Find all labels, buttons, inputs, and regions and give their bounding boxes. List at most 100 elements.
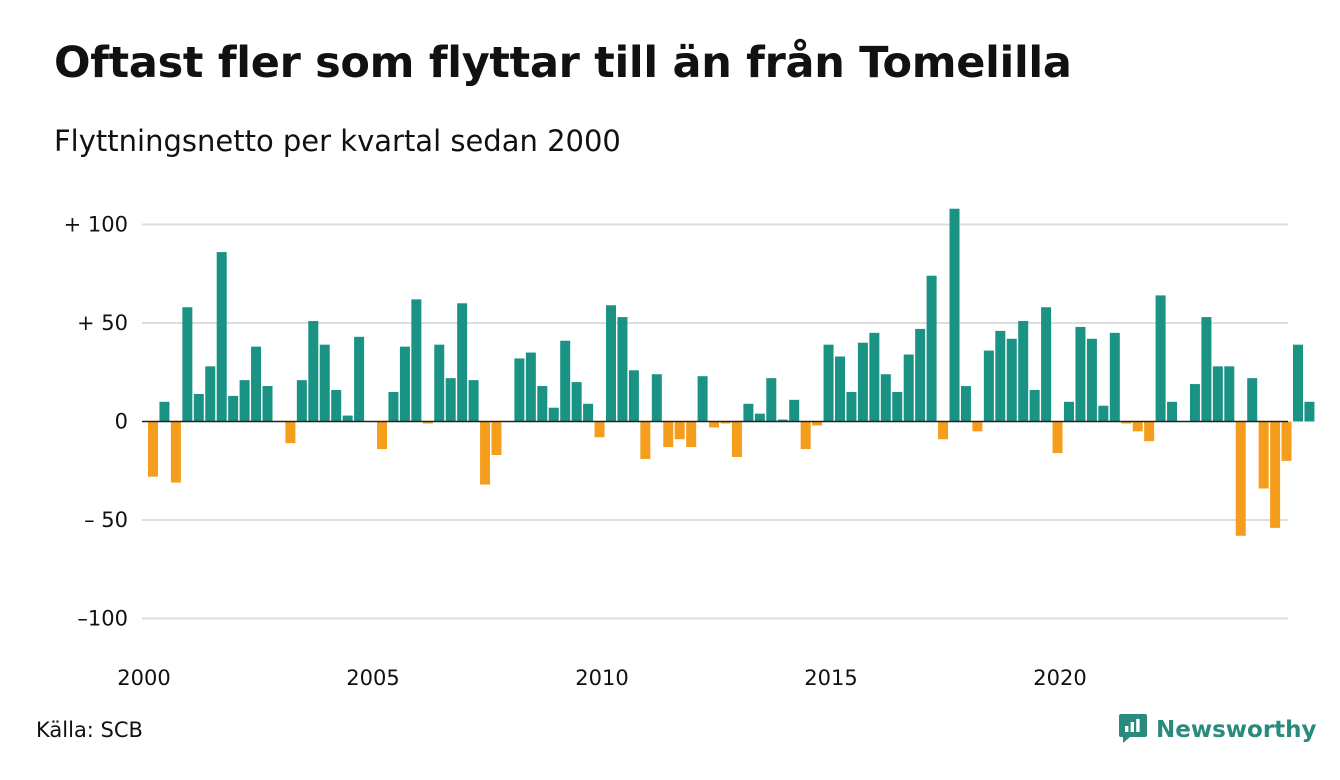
bar-96	[1247, 378, 1258, 422]
bar-22	[399, 346, 410, 422]
bar-8	[239, 380, 250, 422]
bar-79	[1052, 421, 1063, 454]
bar-41	[617, 317, 628, 422]
bar-39	[594, 421, 605, 438]
bar-16	[331, 389, 342, 422]
bar-33	[525, 352, 536, 422]
bar-55	[777, 419, 788, 422]
bar-61	[846, 391, 857, 422]
bar-47	[686, 421, 697, 448]
bar-44	[651, 374, 662, 422]
bar-14	[308, 321, 319, 422]
bar-63	[869, 332, 880, 422]
bar-24	[422, 421, 433, 424]
bar-65	[892, 391, 903, 422]
bar-10	[262, 386, 273, 422]
bar-95	[1235, 421, 1246, 536]
bar-5	[205, 366, 216, 422]
bar-26	[445, 378, 456, 422]
x-tick-label-2000: 2000	[117, 666, 170, 690]
bar-68	[926, 275, 937, 422]
bar-28	[468, 380, 479, 422]
bar-88	[1155, 295, 1166, 422]
bar-36	[560, 340, 571, 422]
bar-85	[1121, 421, 1132, 424]
bar-74	[995, 330, 1006, 422]
bar-27	[457, 303, 468, 422]
bar-69	[938, 421, 949, 440]
bar-37	[571, 382, 582, 422]
bar-9	[251, 346, 262, 422]
bar-99	[1281, 421, 1292, 461]
bar-29	[480, 421, 491, 485]
bar-60	[835, 356, 845, 422]
bar-81	[1075, 326, 1086, 422]
brand-logo[interactable]: Newsworthy	[1118, 712, 1317, 748]
bar-83	[1098, 405, 1109, 422]
bar-84	[1109, 332, 1120, 422]
gridlines	[142, 223, 1288, 620]
bar-7	[228, 395, 239, 422]
bar-18	[354, 336, 365, 422]
bar-3	[182, 307, 193, 422]
bar-12	[285, 421, 296, 444]
bar-80	[1064, 401, 1074, 422]
bar-38	[583, 403, 594, 422]
bars	[148, 208, 1315, 536]
x-axis-tick-labels: 2000 2005 2010 2015 2020	[117, 666, 1086, 690]
y-tick-label-2: 0	[115, 410, 128, 434]
bar-94	[1224, 366, 1235, 422]
bar-56	[789, 399, 800, 422]
bar-62	[857, 342, 868, 422]
bar-23	[411, 299, 422, 422]
bar-1	[159, 401, 170, 422]
bar-42	[628, 370, 639, 422]
bar-72	[972, 421, 983, 432]
y-axis-tick-labels: + 100 + 50 0 – 50 –100	[64, 213, 128, 631]
bar-70	[949, 208, 960, 422]
bar-92	[1201, 317, 1212, 422]
y-tick-label-0: + 100	[64, 213, 128, 237]
bar-100	[1293, 344, 1303, 422]
bar-35	[548, 407, 559, 422]
bar-6	[216, 252, 227, 422]
bar-77	[1029, 389, 1040, 422]
bar-76	[1018, 321, 1029, 422]
bar-71	[960, 386, 971, 422]
bar-0	[148, 421, 158, 477]
bar-2	[170, 421, 181, 483]
bar-66	[903, 354, 914, 422]
bar-chart: + 100 + 50 0 – 50 –100 2000 2005 2010 2015 2020	[64, 208, 1315, 690]
bar-97	[1258, 421, 1269, 489]
bar-21	[388, 391, 399, 422]
bar-52	[743, 403, 754, 422]
bar-91	[1189, 384, 1200, 422]
bar-43	[640, 421, 651, 459]
bar-64	[880, 374, 891, 422]
y-tick-label-1: + 50	[77, 311, 128, 335]
bar-59	[823, 344, 834, 422]
bar-54	[766, 378, 777, 422]
bar-82	[1086, 338, 1097, 422]
bar-58	[812, 421, 823, 426]
bar-86	[1132, 421, 1143, 432]
bar-17	[342, 415, 353, 422]
x-tick-label-2010: 2010	[575, 666, 628, 690]
bar-87	[1144, 421, 1155, 442]
bar-40	[606, 305, 616, 422]
bar-25	[434, 344, 445, 422]
bar-75	[1006, 338, 1017, 422]
bar-67	[915, 328, 926, 422]
bar-53	[754, 413, 765, 422]
x-tick-label-2015: 2015	[804, 666, 857, 690]
bar-45	[663, 421, 674, 448]
bar-34	[537, 386, 548, 422]
bar-50	[720, 421, 731, 424]
y-tick-label-3: – 50	[84, 508, 128, 532]
bar-73	[983, 350, 994, 422]
newsworthy-logo-icon	[1118, 712, 1148, 748]
bar-101	[1304, 401, 1315, 422]
bar-15	[319, 344, 330, 422]
y-tick-label-4: –100	[77, 607, 128, 631]
bar-49	[709, 421, 720, 428]
